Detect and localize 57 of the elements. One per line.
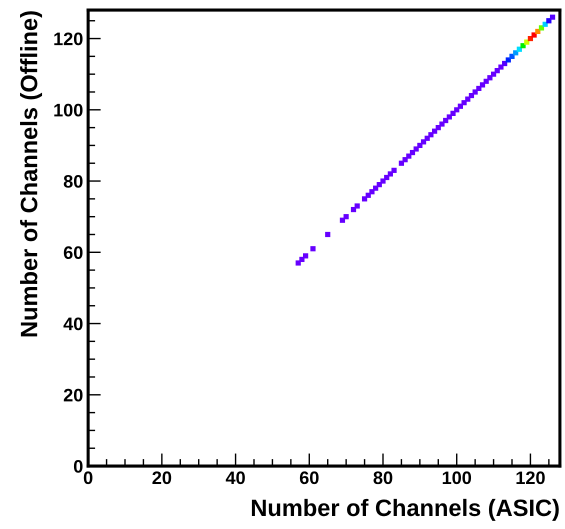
point <box>546 18 552 24</box>
point <box>406 154 412 159</box>
point <box>516 46 522 52</box>
point <box>465 96 470 102</box>
point <box>550 14 556 20</box>
point <box>476 86 482 92</box>
point <box>487 75 492 80</box>
x-tick-label: 80 <box>374 471 392 484</box>
point <box>354 203 360 209</box>
point <box>391 168 397 173</box>
x-axis-title: Number of Channels (ASIC) <box>252 498 559 521</box>
point <box>513 50 518 56</box>
point <box>490 72 496 77</box>
point <box>303 253 308 258</box>
x-tick-label: 40 <box>226 471 245 484</box>
point <box>366 192 371 198</box>
point <box>296 260 301 266</box>
y-tick-label: 100 <box>54 104 83 117</box>
x-tick-label: 120 <box>516 471 545 484</box>
point <box>424 136 430 141</box>
point <box>310 246 316 252</box>
point <box>376 182 382 188</box>
x-tick-label: 100 <box>442 471 472 484</box>
point <box>443 118 448 124</box>
point <box>458 104 463 109</box>
point <box>373 186 378 191</box>
point <box>461 100 467 106</box>
y-tick-label: 80 <box>64 174 83 188</box>
y-tick-label: 0 <box>74 460 83 473</box>
point <box>535 28 540 34</box>
point <box>520 43 526 48</box>
point <box>325 232 330 238</box>
x-tick-label: 20 <box>152 471 172 484</box>
point <box>384 174 390 180</box>
y-tick-label: 20 <box>64 388 83 402</box>
point <box>340 218 346 223</box>
point <box>524 40 530 45</box>
x-tick-label: 60 <box>300 471 319 484</box>
point <box>369 189 375 194</box>
point <box>402 157 408 162</box>
point <box>436 125 441 130</box>
point <box>494 68 500 74</box>
point <box>428 132 434 138</box>
x-tick-label: 0 <box>84 471 92 484</box>
point <box>432 128 438 134</box>
point <box>542 22 548 27</box>
y-tick-label: 60 <box>64 246 83 260</box>
y-tick-label: 120 <box>54 32 83 46</box>
y-axis-title: Number of Channels (Offline) <box>20 11 42 336</box>
point <box>446 114 452 120</box>
point <box>484 78 489 84</box>
y-tick-label: 40 <box>63 317 83 330</box>
point <box>344 214 349 220</box>
point <box>398 160 404 166</box>
point <box>454 107 460 112</box>
point <box>414 146 419 152</box>
point <box>506 57 511 63</box>
